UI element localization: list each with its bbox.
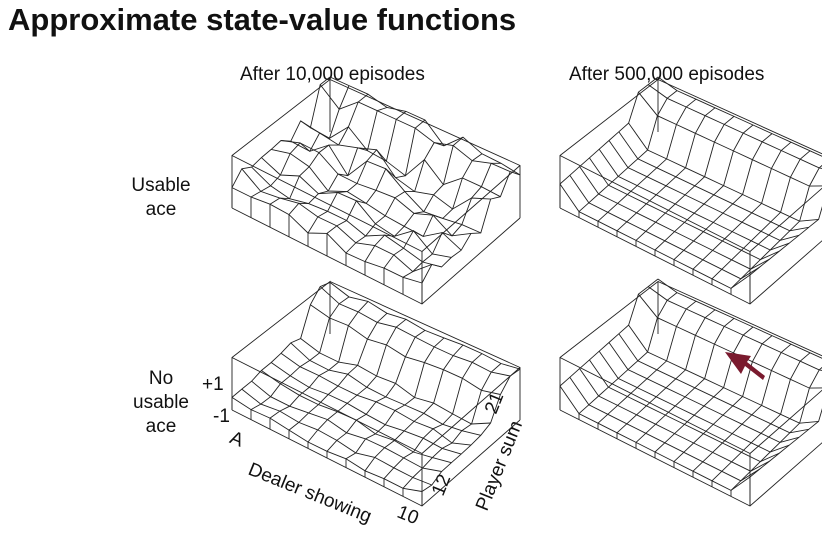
surface-mesh-line	[616, 309, 716, 434]
row-label-line: Usable	[131, 175, 191, 196]
plot-box-back	[329, 79, 521, 218]
value-axis-low: -1	[213, 406, 230, 427]
surface-mesh-line	[628, 122, 819, 222]
surface-mesh-line	[326, 119, 426, 234]
plot-box-top-front	[559, 357, 751, 454]
page-title: Approximate state-value functions	[8, 2, 517, 37]
plot-box-left	[231, 280, 331, 410]
surface-mesh-line	[597, 300, 697, 424]
surface-mesh-line	[654, 124, 754, 251]
surface-mesh-line	[635, 318, 735, 443]
surface-mesh-line	[383, 153, 483, 269]
surface-usable-ace-10000	[231, 76, 521, 305]
surface-mesh-line	[250, 85, 350, 198]
surface-mesh-line	[730, 366, 822, 491]
surface-mesh-line	[692, 141, 792, 270]
surface-mesh-line	[329, 282, 521, 370]
surface-mesh-line	[280, 140, 472, 237]
surface-mesh-line	[307, 318, 407, 443]
surface-mesh-line	[326, 330, 426, 452]
surface-mesh-line	[288, 107, 388, 215]
surface-usable-ace-500000	[559, 76, 822, 305]
surface-mesh-line	[269, 301, 369, 419]
surface-mesh-line	[300, 120, 491, 210]
surface-mesh-line	[345, 142, 445, 254]
plot-box-right	[421, 165, 521, 304]
plot-box-left	[559, 78, 659, 208]
row-label-line: ace	[145, 416, 177, 437]
surface-mesh-line	[280, 352, 472, 446]
surface-mesh-line	[578, 90, 678, 212]
surface-mesh-line	[310, 304, 501, 395]
surface-mesh-line	[635, 116, 735, 241]
surface-mesh-line	[231, 397, 423, 492]
surface-mesh-line	[657, 278, 822, 359]
surface-mesh-line	[673, 133, 773, 260]
surface-mesh-line	[231, 76, 331, 188]
surface-mesh-line	[269, 93, 369, 205]
surface-mesh-line	[402, 363, 502, 489]
surface-mesh-line	[241, 388, 432, 486]
surface-mesh-line	[383, 353, 483, 480]
plot-box-base	[231, 207, 521, 305]
row-label-line: ace	[145, 199, 177, 220]
surface-mesh-line	[250, 296, 350, 410]
surface-mesh-line	[290, 140, 481, 234]
surface-mesh-line	[364, 136, 464, 262]
surface-mesh-line	[673, 335, 773, 462]
plot-box-back	[657, 281, 822, 357]
row-label-line: usable	[133, 392, 189, 413]
surface-mesh-line	[270, 362, 462, 455]
surface-mesh-line	[749, 206, 822, 276]
surface-mesh-line	[559, 76, 659, 185]
surface-mesh-line	[749, 408, 822, 478]
surface-mesh-line	[559, 278, 659, 387]
row-label-no-usable-ace: No usable ace	[116, 367, 206, 439]
surface-mesh-line	[231, 281, 331, 398]
surface-mesh-line	[578, 292, 678, 414]
column-heading-10000: After 10,000 episodes	[240, 64, 425, 85]
value-axis-high: +1	[202, 374, 224, 395]
surface-mesh-line	[421, 368, 521, 492]
plot-box-left	[559, 280, 659, 410]
plot-box-left	[231, 78, 331, 208]
plot-box-top-front	[559, 155, 751, 252]
surface-no-usable-ace-500000	[559, 278, 822, 507]
row-label-line: No	[148, 368, 174, 389]
plot-box-back	[329, 281, 521, 420]
surface-mesh-line	[616, 107, 716, 232]
surface-mesh-line	[421, 171, 521, 284]
plot-box-right	[421, 367, 521, 506]
plot-box-top-front	[231, 357, 423, 454]
plot-box-back	[657, 79, 822, 155]
surface-mesh-line	[345, 337, 445, 460]
surface-mesh-line	[657, 76, 822, 157]
surface-mesh-line	[647, 84, 822, 169]
row-label-usable-ace: Usable ace	[116, 174, 206, 222]
surface-mesh-line	[654, 326, 754, 453]
surface-mesh-line	[730, 164, 822, 289]
surface-mesh-line	[319, 286, 511, 377]
surface-no-usable-ace-10000	[231, 280, 521, 507]
arrow-icon	[725, 352, 765, 380]
surface-mesh-line	[307, 111, 407, 234]
surface-mesh-line	[402, 162, 501, 278]
surface-mesh-line	[288, 312, 388, 431]
column-heading-500000: After 500,000 episodes	[569, 64, 765, 85]
surface-mesh-line	[597, 98, 697, 222]
surface-mesh-line	[628, 324, 819, 424]
surface-mesh-line	[692, 343, 792, 472]
surface-mesh-line	[711, 150, 811, 280]
surface-mesh-line	[711, 352, 811, 482]
surface-mesh-line	[364, 344, 464, 472]
